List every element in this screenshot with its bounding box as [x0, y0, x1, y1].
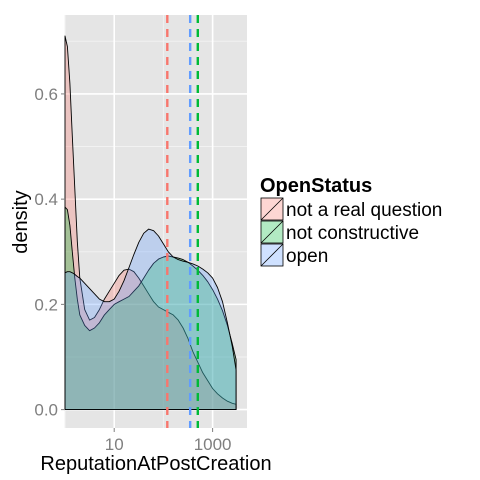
x-axis: 10 1000 [105, 428, 232, 454]
legend-label: not a real question [286, 200, 442, 221]
y-tick-label: 0.4 [34, 190, 58, 209]
legend-key-slash [260, 220, 284, 244]
y-tick-label: 0.0 [34, 401, 58, 420]
density-area-2 [64, 228, 237, 411]
legend-label: open [286, 246, 328, 267]
plot-panel [65, 15, 247, 428]
x-tick-label: 1000 [194, 435, 232, 454]
y-tick-label: 0.2 [34, 295, 58, 314]
density-areas [64, 35, 237, 411]
density-area-1 [64, 206, 237, 411]
legend-key-slash [260, 243, 284, 267]
legend-title: OpenStatus [260, 175, 372, 197]
legend-key-slash [260, 197, 284, 221]
y-axis-title: density [10, 190, 32, 253]
legend-label: not constructive [286, 223, 419, 244]
x-axis-title: ReputationAtPostCreation [40, 453, 271, 475]
x-tick-label: 10 [105, 435, 124, 454]
density-area-0 [64, 35, 237, 411]
y-tick-label: 0.6 [34, 85, 58, 104]
y-axis: 0.0 0.2 0.4 0.6 [34, 85, 65, 420]
